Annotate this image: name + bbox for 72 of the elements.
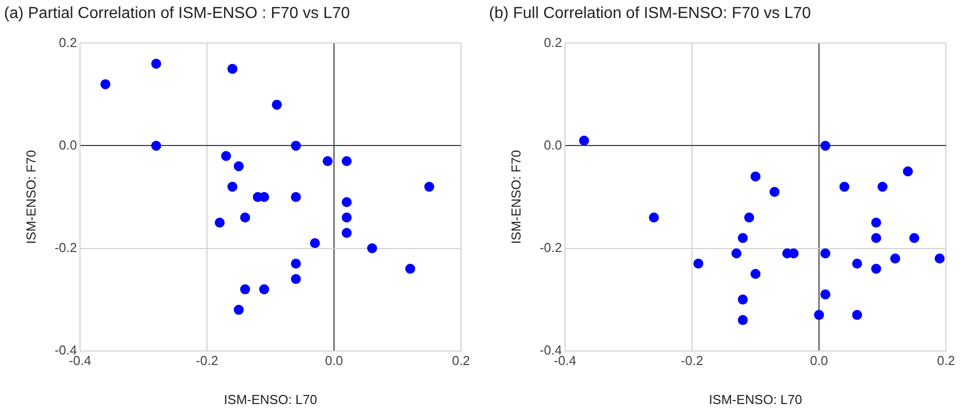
point bbox=[902, 166, 913, 176]
chart-title: (a) Partial Correlation of ISM-ENSO : F70 vs L70 bbox=[4, 5, 350, 22]
point bbox=[290, 274, 301, 284]
point bbox=[290, 258, 301, 269]
y-tick-label: -0.2 bbox=[54, 240, 77, 255]
point bbox=[820, 140, 830, 151]
point bbox=[272, 100, 282, 110]
point bbox=[234, 304, 244, 315]
point bbox=[227, 64, 238, 74]
point bbox=[770, 186, 780, 197]
point bbox=[259, 192, 270, 202]
point bbox=[240, 212, 250, 223]
y-tick-label: 0.0 bbox=[58, 137, 77, 152]
x-tick-label: 0.2 bbox=[452, 353, 470, 368]
point bbox=[871, 233, 882, 244]
point bbox=[424, 182, 434, 192]
x-axis-title: ISM-ENSO: L70 bbox=[708, 392, 802, 407]
point bbox=[871, 264, 882, 274]
point bbox=[310, 238, 320, 248]
x-tick-label: -0.2 bbox=[680, 353, 704, 368]
point bbox=[820, 289, 830, 300]
point bbox=[342, 197, 352, 208]
point bbox=[750, 171, 760, 182]
y-tick-label: 0.0 bbox=[544, 137, 562, 152]
point bbox=[871, 218, 882, 228]
point bbox=[852, 258, 862, 269]
y-axis-title: ISM-ENSO: F70 bbox=[23, 150, 38, 244]
point bbox=[839, 182, 850, 192]
y-tick-label: -0.2 bbox=[540, 240, 562, 255]
point bbox=[342, 156, 352, 166]
point bbox=[214, 218, 225, 228]
point bbox=[151, 58, 162, 69]
point bbox=[151, 140, 162, 151]
point bbox=[731, 248, 742, 258]
point bbox=[405, 264, 416, 274]
y-tick-label: 0.2 bbox=[544, 34, 562, 50]
point bbox=[744, 212, 754, 223]
point bbox=[738, 294, 748, 305]
x-tick-label: -0.2 bbox=[196, 353, 218, 368]
point bbox=[909, 233, 920, 244]
point bbox=[100, 79, 110, 90]
point bbox=[814, 310, 824, 320]
point bbox=[738, 233, 748, 244]
x-tick-label: 0.0 bbox=[810, 353, 828, 368]
x-tick-label: 0.2 bbox=[936, 353, 956, 368]
point bbox=[234, 161, 244, 172]
x-axis-title: ISM-ENSO: L70 bbox=[224, 392, 318, 407]
x-tick-label: 0.0 bbox=[324, 353, 344, 368]
point bbox=[693, 258, 704, 269]
chart-title: (b) Full Correlation of ISM-ENSO: F70 vs L70 bbox=[489, 5, 811, 22]
point bbox=[367, 243, 378, 254]
point bbox=[240, 284, 250, 294]
point bbox=[788, 248, 799, 258]
point bbox=[750, 268, 760, 279]
y-axis-title: ISM-ENSO: F70 bbox=[508, 150, 524, 244]
point bbox=[878, 182, 888, 192]
point bbox=[259, 284, 270, 294]
point bbox=[820, 248, 830, 258]
point bbox=[934, 254, 945, 264]
point bbox=[342, 228, 352, 238]
point bbox=[322, 156, 333, 166]
point bbox=[579, 136, 590, 146]
point bbox=[342, 212, 352, 223]
point bbox=[227, 182, 238, 192]
point bbox=[221, 150, 232, 161]
point bbox=[290, 192, 301, 202]
point bbox=[290, 140, 301, 151]
point bbox=[890, 254, 900, 264]
y-tick-label: 0.2 bbox=[58, 34, 77, 50]
point bbox=[852, 310, 862, 320]
point bbox=[648, 212, 659, 223]
point bbox=[738, 315, 748, 326]
